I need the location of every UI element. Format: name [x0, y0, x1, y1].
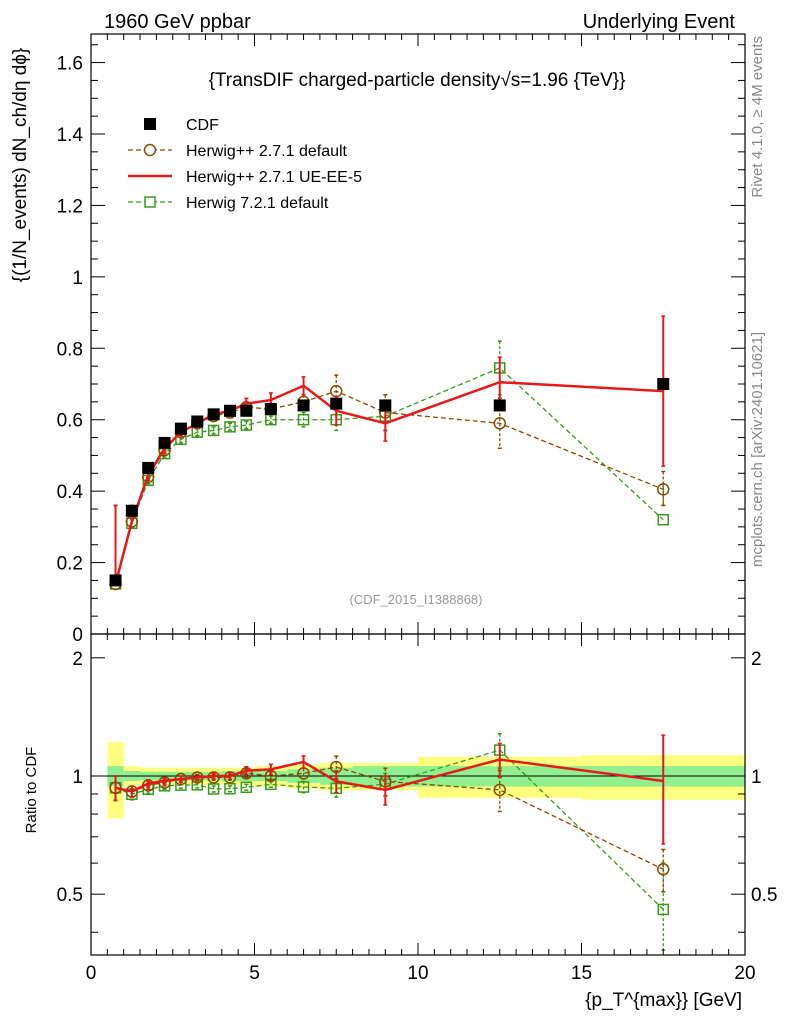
legend-label: Herwig++ 2.7.1 default [186, 143, 348, 160]
ratio-tick-label-right: 2 [751, 649, 762, 670]
y-tick-label: 0.8 [57, 339, 83, 360]
ratio-herwig-default-marker [223, 771, 237, 784]
cdf-data-point [158, 436, 171, 449]
herwig-default-marker [657, 483, 670, 496]
series-line [114, 367, 664, 585]
herwig7-marker [207, 424, 220, 437]
legend-circle-marker [143, 143, 157, 157]
ratio-herwig7-marker [224, 782, 236, 795]
y-tick-label: 0.6 [57, 411, 83, 432]
ratio-herwig7-marker [297, 781, 310, 793]
y-tick-label: 1 [72, 268, 83, 289]
rivet-label: Rivet 4.1.0, ≥ 4M events [749, 36, 766, 198]
cdf-data-point [191, 415, 204, 428]
analysis-watermark: (CDF_2015_I1388868) [350, 592, 483, 607]
herwig7-marker [657, 513, 669, 526]
herwig7-marker [297, 413, 310, 426]
mcplots-label: mcplots.cern.ch [arXiv:2401.10621] [749, 332, 766, 567]
x-tick-label: 15 [571, 963, 592, 984]
ratio-tick-label: 1 [72, 767, 83, 788]
y-tick-label: 0.4 [57, 482, 84, 503]
legend-label: Herwig 7.2.1 default [186, 195, 329, 212]
legend-label: CDF [186, 117, 219, 134]
cdf-data-point [264, 403, 277, 415]
ratio-herwig-default-marker [657, 863, 670, 876]
x-tick-label: 0 [86, 963, 97, 984]
ratio-tick-label: 0.5 [57, 885, 83, 906]
y-axis-label: {(1/N_events) dN_ch/dη dϕ} [10, 48, 31, 283]
legend-cdf-marker [144, 118, 156, 130]
ratio-tick-label: 2 [72, 649, 83, 670]
header-right: Underlying Event [583, 11, 736, 33]
cdf-data-point [125, 504, 138, 517]
herwig7-marker [240, 419, 253, 431]
ratio-herwig-default-marker [493, 783, 506, 797]
y-tick-label: 1.4 [57, 125, 84, 146]
ratio-tick-label-right: 0.5 [751, 885, 777, 906]
cdf-data-point [493, 399, 506, 412]
x-tick-label: 10 [407, 963, 428, 984]
header-left: 1960 GeV ppbar [104, 11, 251, 33]
cdf-data-point [207, 408, 220, 421]
x-tick-label: 5 [249, 963, 260, 984]
y-tick-label: 1.6 [57, 54, 83, 75]
herwig7-marker [224, 421, 236, 433]
cdf-data-point [330, 397, 343, 410]
ratio-herwig7-marker [207, 783, 220, 795]
cdf-data-point [657, 378, 670, 390]
cdf-data-point [379, 399, 392, 412]
y-tick-label: 0.2 [57, 554, 83, 575]
cdf-data-point [174, 422, 187, 435]
y-tick-label: 0 [72, 625, 83, 646]
y-tick-label: 1.2 [57, 196, 83, 217]
legend-square-marker [144, 196, 156, 208]
cdf-data-point [297, 399, 310, 412]
cdf-data-point [142, 461, 155, 474]
x-tick-label: 20 [734, 963, 755, 984]
ratio-y-axis-label: Ratio to CDF [23, 747, 40, 834]
ratio-tick-label-right: 1 [751, 767, 762, 788]
chart-title: {TransDIF charged-particle density√s=1.9… [209, 70, 626, 91]
legend-label: Herwig++ 2.7.1 UE-EE-5 [186, 169, 362, 186]
cdf-data-point [240, 404, 253, 417]
cdf-data-point [223, 404, 236, 417]
x-axis-label: {p_T^{max}} [GeV] [585, 990, 742, 1011]
cdf-data-point [109, 574, 122, 587]
ratio-herwig7-marker [657, 903, 669, 916]
herwig-default-marker [493, 417, 506, 430]
ratio-herwig7-marker [240, 781, 253, 794]
